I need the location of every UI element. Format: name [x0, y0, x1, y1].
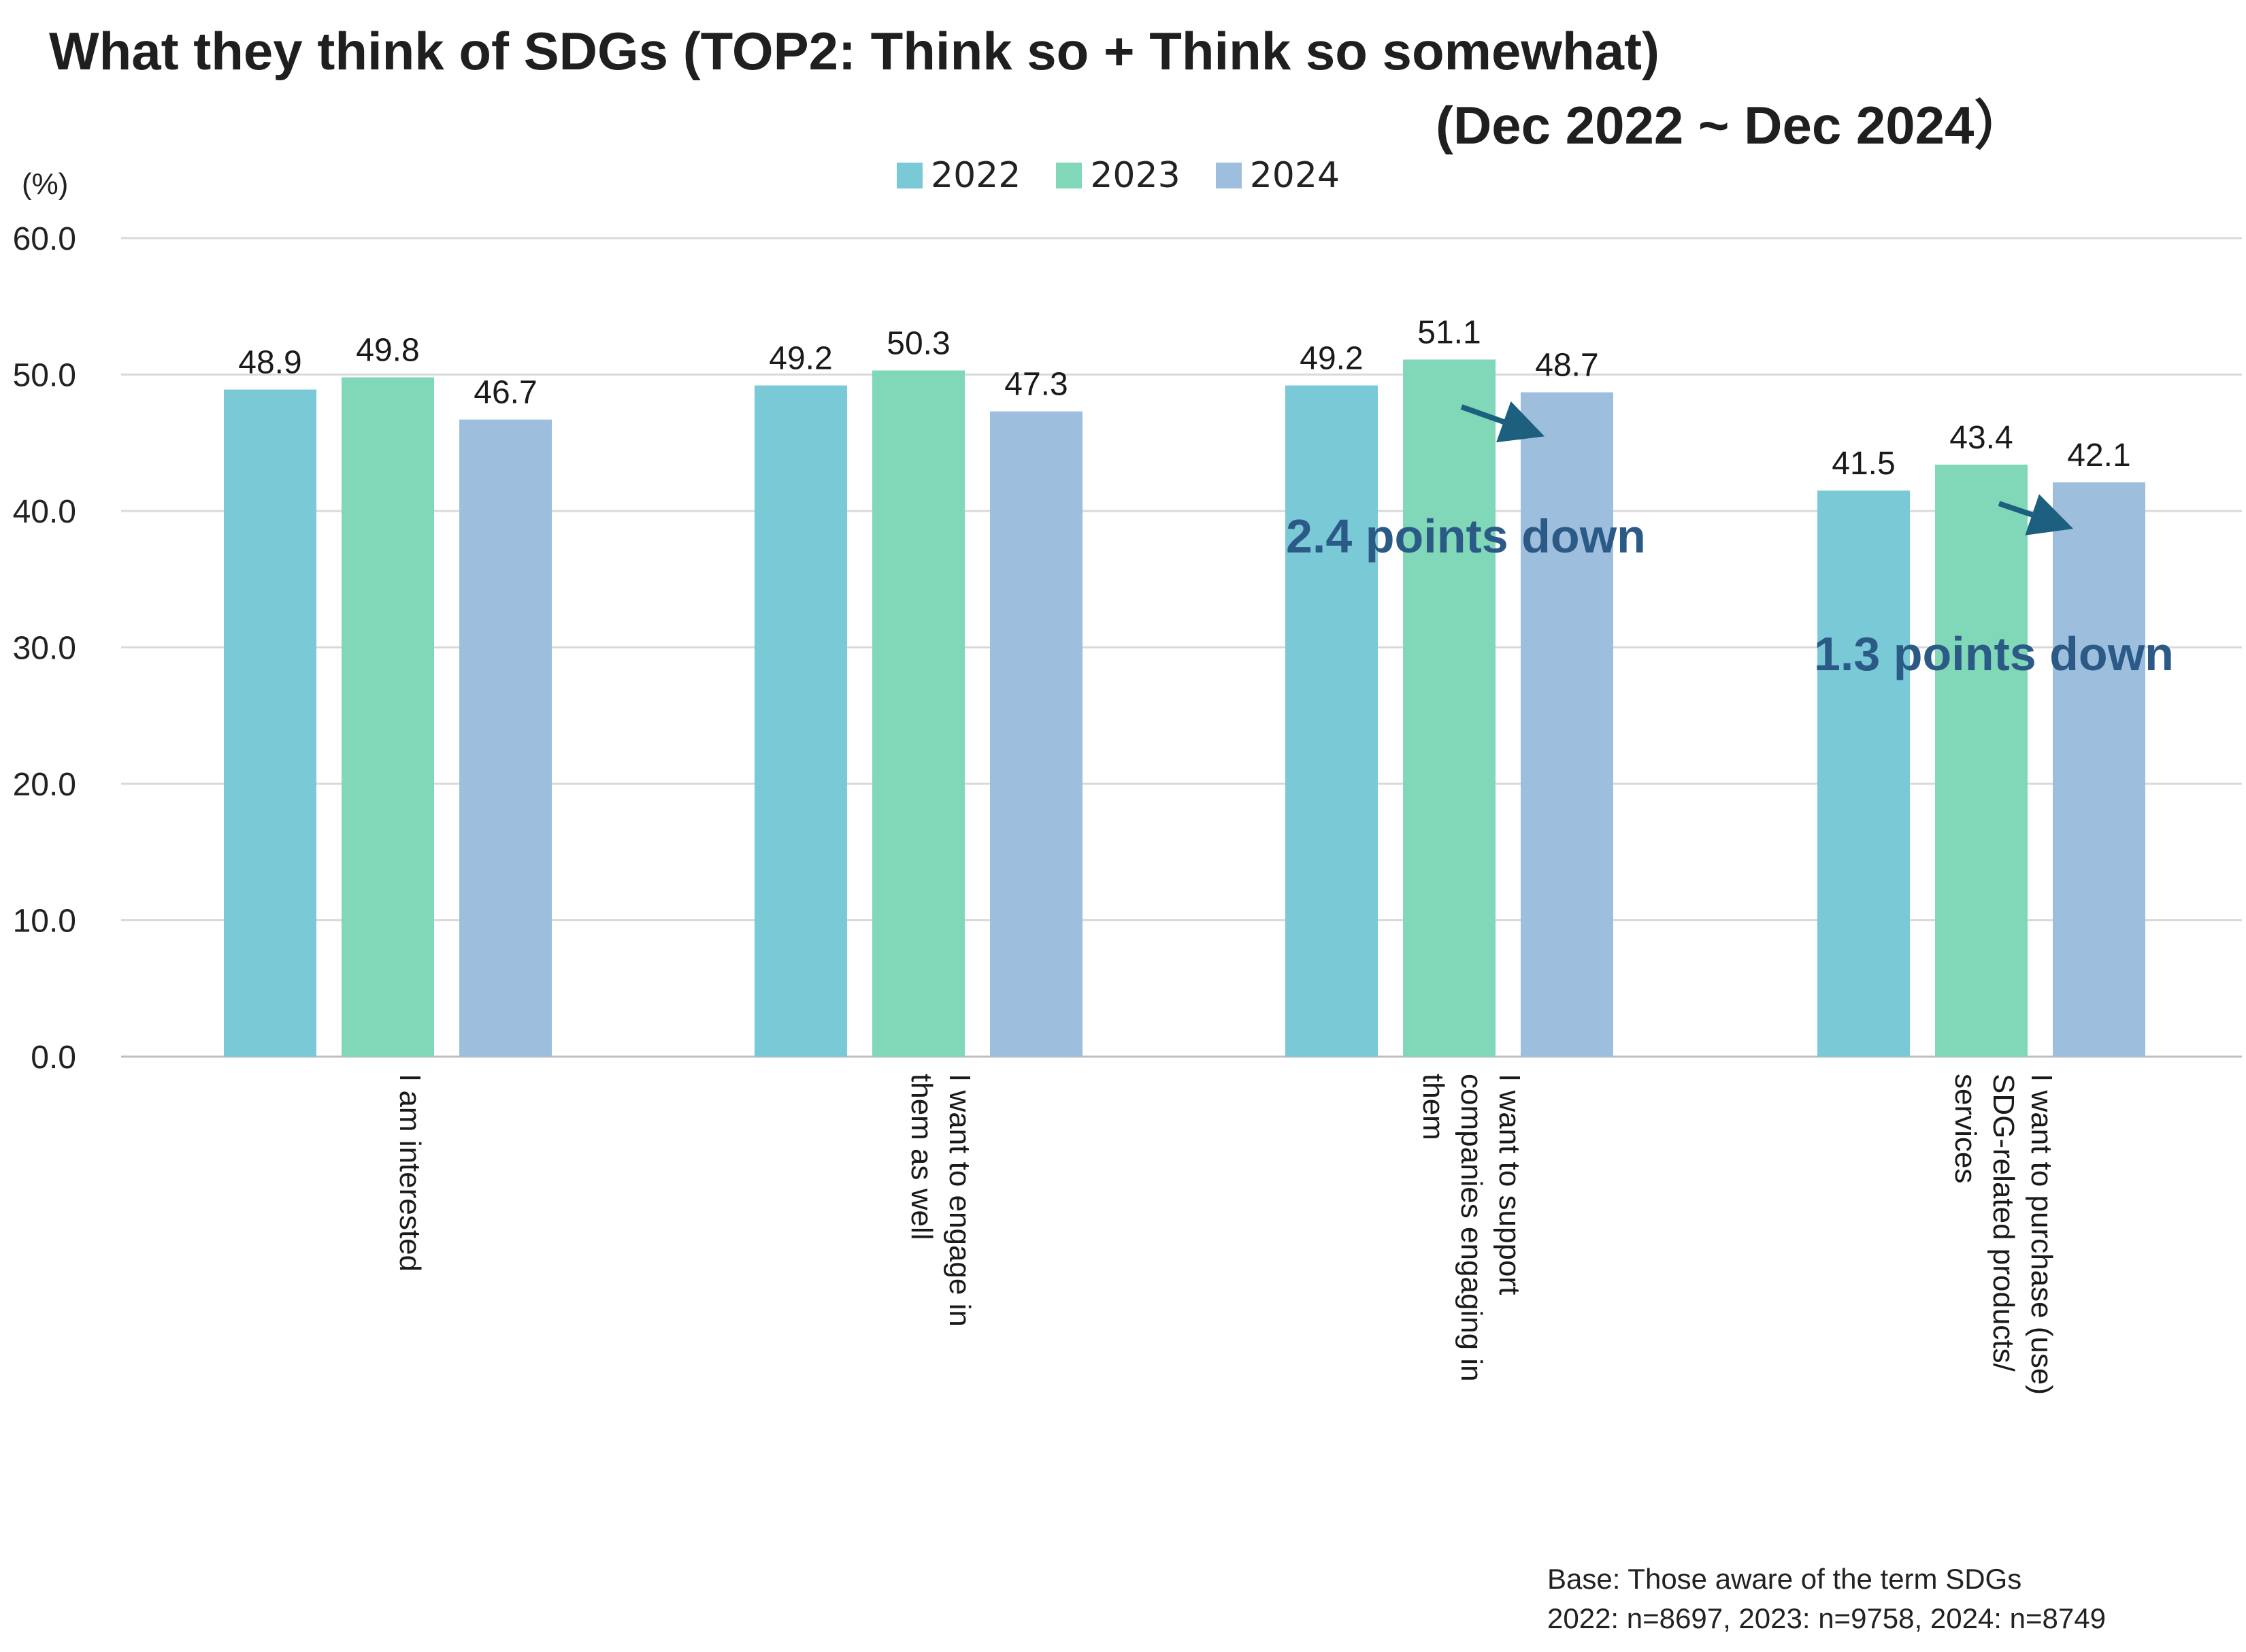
data-label: 48.7	[1535, 348, 1598, 384]
data-label: 51.1	[1417, 314, 1481, 350]
y-tick-label: 20.0	[13, 767, 76, 803]
bar-2024-cat3	[2053, 482, 2145, 1057]
data-label: 46.7	[474, 375, 537, 411]
category-label: services	[1949, 1074, 1982, 1183]
bar-2022-cat3	[1817, 490, 1910, 1057]
legend-swatch-2024	[1215, 163, 1242, 188]
annotation-label: 2.4 points down	[1286, 510, 1646, 563]
data-label: 42.1	[2067, 437, 2130, 474]
trend-arrow	[1998, 494, 2074, 535]
legend-item-2024: 2024	[1215, 155, 1340, 196]
category-label: I want to purchase (use)	[2025, 1074, 2058, 1395]
y-tick-label: 10.0	[13, 904, 76, 940]
legend-item-2022: 2022	[897, 155, 1021, 196]
bar-2023-cat1	[872, 370, 965, 1057]
data-label: 47.3	[1004, 367, 1068, 403]
bar-2024-cat2	[1521, 392, 1613, 1057]
bar-2023-cat0	[342, 377, 434, 1057]
footnote-base: Base: Those aware of the term SDGs	[1547, 1563, 2022, 1595]
legend-swatch-2022	[897, 163, 923, 188]
footnote-sample-sizes: 2022: n=8697, 2023: n=9758, 2024: n=8749	[1547, 1602, 2106, 1634]
legend-label-2023: 2023	[1090, 155, 1180, 196]
data-label: 49.2	[769, 341, 832, 377]
y-axis-unit: (%)	[22, 167, 69, 201]
bar-2024-cat0	[459, 419, 552, 1057]
bar-2022-cat2	[1285, 385, 1378, 1057]
legend-label-2024: 2024	[1249, 155, 1340, 196]
bar-2023-cat2	[1403, 359, 1496, 1057]
trend-arrow	[1460, 401, 1545, 443]
legend-label-2022: 2022	[931, 155, 1021, 196]
category-label: companies engaging in	[1455, 1074, 1488, 1382]
category-label: I am interested	[393, 1074, 427, 1272]
footnote: Base: Those aware of the term SDGs 2022:…	[1547, 1559, 2106, 1638]
bar-2022-cat0	[224, 389, 316, 1057]
category-label: them as well	[905, 1074, 938, 1240]
annotation-label: 1.3 points down	[1814, 627, 2174, 680]
legend-item-2023: 2023	[1056, 155, 1180, 196]
data-label: 41.5	[1832, 446, 1895, 482]
data-label: 49.2	[1300, 341, 1363, 377]
chart-title: What they think of SDGs (TOP2: Think so …	[49, 21, 1659, 81]
data-label: 43.4	[1949, 420, 2013, 456]
y-tick-label: 40.0	[13, 494, 76, 530]
bar-2023-cat3	[1935, 464, 2028, 1057]
y-tick-label: 50.0	[13, 358, 76, 394]
legend-swatch-2023	[1056, 163, 1083, 188]
category-label: I want to engage in	[943, 1074, 976, 1327]
y-tick-label: 60.0	[13, 221, 76, 257]
y-tick-label: 30.0	[13, 631, 76, 667]
legend: 2022 2023 2024	[897, 155, 1340, 196]
category-label: them	[1417, 1074, 1450, 1140]
y-tick-label: 0.0	[31, 1040, 76, 1076]
data-label: 48.9	[238, 345, 301, 381]
category-label: SDG-related products/	[1987, 1074, 2020, 1372]
data-label: 50.3	[887, 325, 950, 361]
bar-2022-cat1	[755, 385, 847, 1057]
bar-2024-cat1	[990, 411, 1083, 1057]
chart-subtitle: (Dec 2022 ~ Dec 2024）	[1436, 95, 2028, 155]
category-label: I want to support	[1493, 1074, 1526, 1295]
data-label: 49.8	[356, 333, 419, 369]
